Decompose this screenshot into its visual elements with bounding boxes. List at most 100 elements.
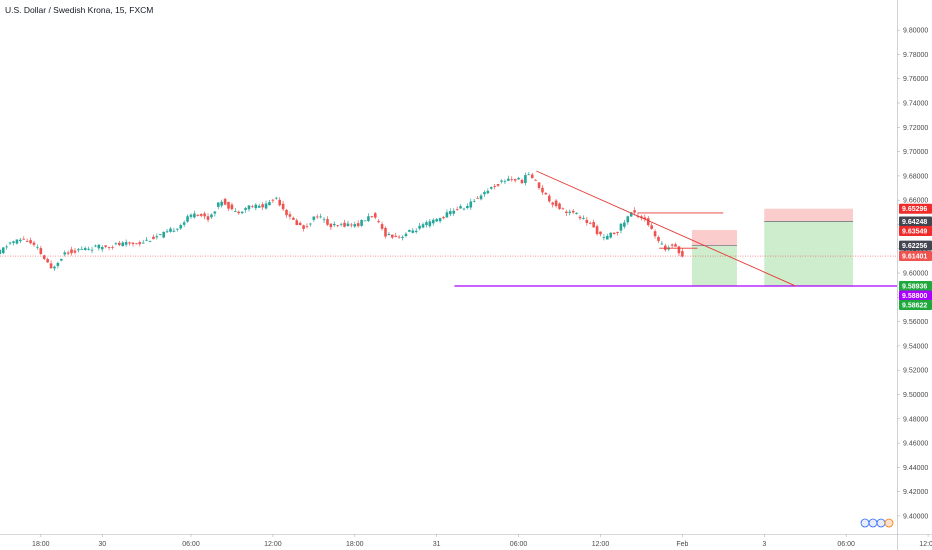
candle-body[interactable] <box>309 223 312 225</box>
candle-body[interactable] <box>274 197 278 199</box>
candle-body[interactable] <box>285 209 288 216</box>
candle-body[interactable] <box>350 224 353 226</box>
candle-body[interactable] <box>138 242 142 245</box>
candle-body[interactable] <box>510 179 514 181</box>
candle-body[interactable] <box>384 227 387 237</box>
candle-body[interactable] <box>32 242 36 245</box>
candle-body[interactable] <box>657 237 660 241</box>
candle-body[interactable] <box>145 239 148 241</box>
candle-body[interactable] <box>83 248 87 251</box>
candle-body[interactable] <box>612 232 616 235</box>
candle-body[interactable] <box>319 216 322 218</box>
candle-body[interactable] <box>295 220 299 226</box>
candle-body[interactable] <box>15 239 19 244</box>
candle-body[interactable] <box>585 219 589 223</box>
candle-body[interactable] <box>391 234 394 238</box>
candle-body[interactable] <box>486 190 490 194</box>
candle-body[interactable] <box>404 233 408 236</box>
candle-body[interactable] <box>333 223 336 226</box>
candle-body[interactable] <box>66 252 70 254</box>
candle-body[interactable] <box>158 234 162 236</box>
candle-body[interactable] <box>73 250 77 253</box>
candle-body[interactable] <box>237 211 241 214</box>
candle-body[interactable] <box>111 247 114 248</box>
candle-body[interactable] <box>230 204 234 210</box>
candle-body[interactable] <box>220 201 223 206</box>
candle-body[interactable] <box>609 232 613 238</box>
candle-body[interactable] <box>49 263 53 269</box>
candle-body[interactable] <box>353 224 357 227</box>
candle-body[interactable] <box>623 222 626 227</box>
candle-body[interactable] <box>455 209 459 211</box>
short-2-target-zone[interactable] <box>764 221 853 286</box>
candle-body[interactable] <box>118 242 121 246</box>
candle-body[interactable] <box>281 203 285 210</box>
candle-body[interactable] <box>650 225 653 229</box>
candle-body[interactable] <box>254 204 258 209</box>
candle-body[interactable] <box>305 225 309 227</box>
candle-body[interactable] <box>148 241 152 243</box>
candle-body[interactable] <box>155 236 159 238</box>
candle-body[interactable] <box>507 178 510 181</box>
candle-body[interactable] <box>100 247 104 250</box>
candle-body[interactable] <box>339 223 343 225</box>
candle-body[interactable] <box>141 242 145 244</box>
candle-body[interactable] <box>1 247 5 254</box>
candle-body[interactable] <box>336 225 340 226</box>
candle-body[interactable] <box>213 211 217 214</box>
candle-body[interactable] <box>513 179 517 181</box>
candle-body[interactable] <box>234 210 237 212</box>
candle-body[interactable] <box>411 230 415 233</box>
candle-body[interactable] <box>240 211 244 214</box>
candle-body[interactable] <box>367 216 370 221</box>
chart-settings-icon[interactable] <box>860 518 894 528</box>
candle-body[interactable] <box>479 195 483 200</box>
candle-body[interactable] <box>257 205 261 208</box>
candle-body[interactable] <box>541 187 544 193</box>
candle-body[interactable] <box>633 210 636 213</box>
candle-body[interactable] <box>537 182 541 188</box>
candle-body[interactable] <box>629 212 633 217</box>
candle-body[interactable] <box>520 179 524 184</box>
candle-body[interactable] <box>435 219 438 222</box>
candle-body[interactable] <box>602 237 606 238</box>
short-2-stop-zone[interactable] <box>764 208 853 222</box>
candle-body[interactable] <box>489 187 493 189</box>
candle-body[interactable] <box>104 245 107 247</box>
candle-body[interactable] <box>251 206 254 208</box>
candle-body[interactable] <box>500 180 503 182</box>
candle-body[interactable] <box>22 238 26 240</box>
candle-body[interactable] <box>172 230 176 232</box>
candle-body[interactable] <box>493 186 496 187</box>
candle-body[interactable] <box>53 266 56 269</box>
candle-body[interactable] <box>223 198 227 205</box>
candle-body[interactable] <box>244 208 247 210</box>
candle-body[interactable] <box>561 208 565 210</box>
candle-body[interactable] <box>363 220 367 222</box>
candle-body[interactable] <box>425 222 428 226</box>
candle-body[interactable] <box>169 228 172 232</box>
candle-body[interactable] <box>315 216 319 218</box>
candle-body[interactable] <box>165 231 169 233</box>
candle-body[interactable] <box>189 214 193 217</box>
candle-body[interactable] <box>186 216 189 222</box>
candle-body[interactable] <box>431 219 435 224</box>
candle-body[interactable] <box>582 218 585 219</box>
candle-body[interactable] <box>442 217 445 219</box>
candle-body[interactable] <box>496 184 500 186</box>
candle-body[interactable] <box>588 222 592 224</box>
candle-body[interactable] <box>36 246 39 248</box>
candle-body[interactable] <box>29 240 32 244</box>
candle-body[interactable] <box>326 219 329 225</box>
candle-body[interactable] <box>0 249 2 255</box>
candle-body[interactable] <box>459 206 462 209</box>
candle-body[interactable] <box>278 199 281 206</box>
candle-body[interactable] <box>264 203 268 209</box>
candle-body[interactable] <box>677 246 681 254</box>
candle-body[interactable] <box>568 211 572 213</box>
candle-body[interactable] <box>124 242 128 245</box>
candle-body[interactable] <box>56 263 60 266</box>
candle-body[interactable] <box>462 208 466 210</box>
candle-body[interactable] <box>302 225 305 229</box>
candle-body[interactable] <box>227 201 230 209</box>
